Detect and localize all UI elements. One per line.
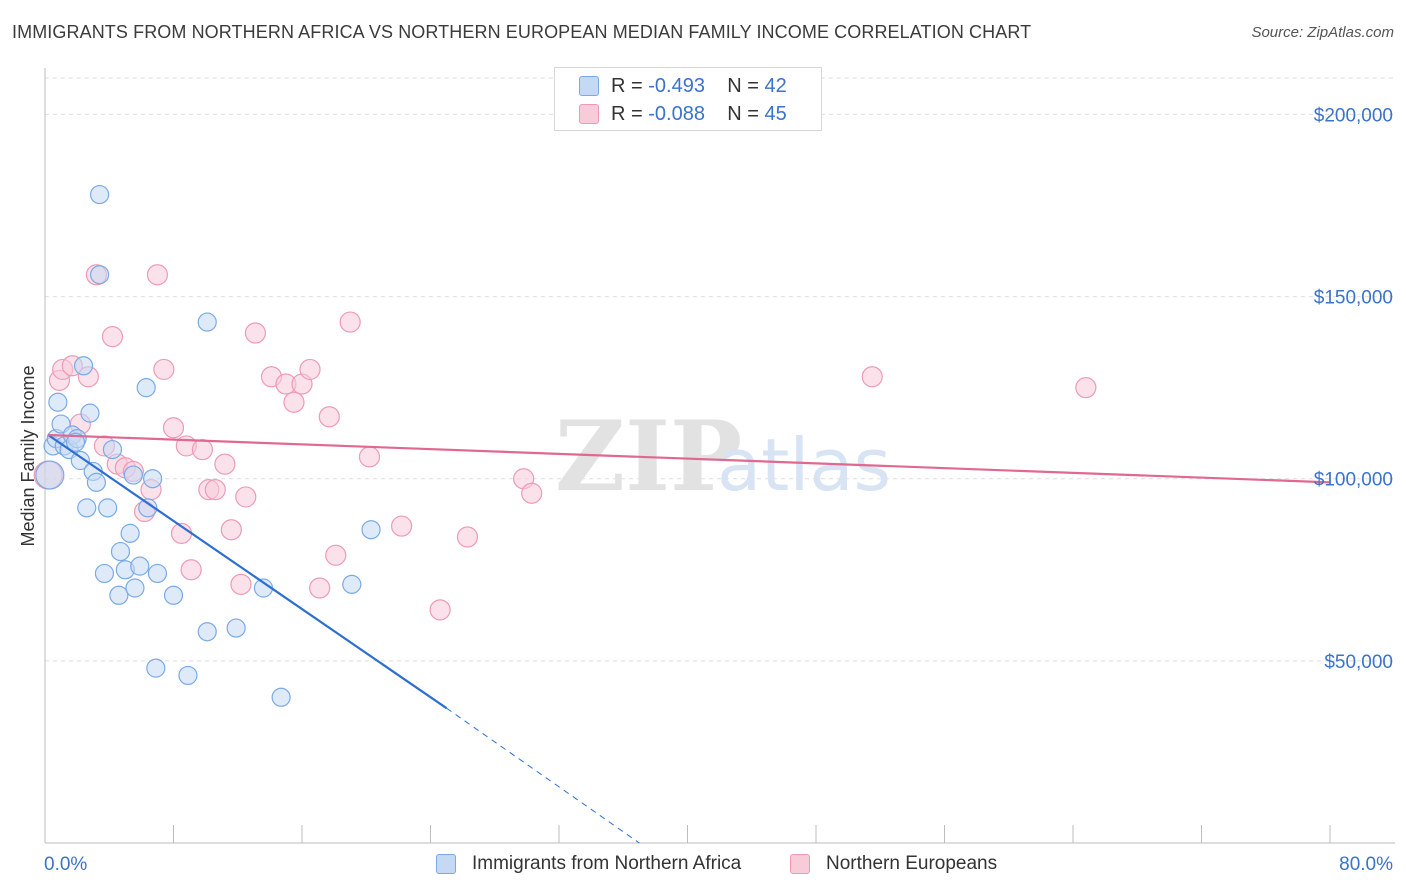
point-northern-africa [271,687,291,707]
swatch-northern-europeans [579,104,599,124]
r-value: -0.088 [648,102,705,125]
point-northern-europeans [456,526,479,548]
point-northern-africa [136,378,156,398]
point-northern-europeans [230,573,252,595]
x-tick-label: 0.0% [44,854,87,875]
point-northern-africa [70,450,90,471]
legend-item-northern-africa[interactable]: Immigrants from Northern Africa [436,852,741,876]
y-tick-label: $100,000 [1314,470,1393,491]
point-northern-europeans [180,559,202,581]
point-northern-africa [90,265,110,285]
point-northern-africa [102,439,123,460]
point-northern-africa [73,356,94,376]
point-northern-europeans [521,482,543,504]
point-northern-europeans [358,446,381,468]
point-northern-africa [226,618,246,638]
point-northern-africa [94,563,115,584]
point-northern-africa [110,541,131,562]
point-northern-africa [146,658,166,678]
axes [44,68,1395,844]
point-northern-europeans [299,358,321,381]
point-northern-africa [65,432,86,452]
source-label: Source: ZipAtlas.com [1251,24,1394,41]
chart-title: IMMIGRANTS FROM NORTHERN AFRICA VS NORTH… [12,22,1032,42]
point-northern-europeans [214,453,236,475]
x-tick-label: 80.0% [1339,854,1393,875]
point-northern-africa [109,585,129,605]
r-label: R = [611,102,649,125]
point-northern-europeans [244,322,267,344]
point-northern-africa [90,184,110,205]
trend-lines [47,433,1331,844]
n-label: N = [727,74,765,97]
tick-labels: $50,000 $100,000 $150,000 $200,000 0.0% 80.0% [44,105,1393,875]
point-northern-europeans [235,486,257,508]
point-northern-europeans [162,417,185,439]
point-northern-europeans [309,577,331,599]
point-northern-africa [120,523,140,543]
legend-swatch-northern-africa [436,854,456,874]
point-northern-europeans [220,519,242,541]
gridlines [45,77,1395,662]
point-northern-europeans [204,479,226,501]
n-value: 42 [764,74,787,97]
legend-item-northern-europeans[interactable]: Northern Europeans [790,852,997,876]
trend-northern-africa-extension [446,707,640,844]
point-northern-europeans [1075,377,1097,399]
point-northern-africa [130,556,150,576]
trend-northern-europeans [48,433,1331,484]
point-northern-africa [80,403,100,423]
point-northern-africa [77,498,97,518]
legend-label-northern-africa: Immigrants from Northern Africa [472,853,742,874]
point-northern-africa [342,574,362,594]
y-tick-label: $200,000 [1314,105,1393,126]
r-value: -0.493 [648,74,705,97]
point-northern-europeans [153,358,175,381]
point-northern-africa [147,563,168,584]
point-northern-europeans [101,326,124,348]
r-label: R = [611,74,649,97]
point-northern-europeans [325,544,347,566]
point-northern-europeans [318,406,340,428]
legend-swatch-northern-europeans [790,854,810,874]
y-axis-label: Median Family Income [18,365,38,546]
y-tick-label: $150,000 [1314,288,1393,309]
point-northern-africa [86,472,107,492]
legend-label-northern-europeans: Northern Europeans [826,853,998,874]
point-northern-africa [197,622,217,642]
point-northern-africa [163,585,184,605]
point-northern-africa [138,498,158,518]
stats-legend: R = -0.493 N = 42 R = -0.088 N = 45 [554,67,822,131]
point-northern-europeans [390,515,413,537]
point-northern-africa [143,469,163,489]
n-value: 45 [764,102,787,125]
point-northern-africa [98,498,118,518]
point-northern-europeans [191,438,214,461]
n-label: N = [727,102,765,125]
point-northern-africa [197,312,217,332]
point-northern-europeans [339,311,361,333]
point-northern-africa [125,578,145,598]
point-northern-europeans [146,264,169,286]
point-northern-europeans [861,366,883,388]
point-northern-africa [48,392,68,412]
point-northern-africa [361,520,381,540]
point-northern-europeans [283,391,305,413]
y-tick-label: $50,000 [1324,652,1393,673]
point-northern-africa [123,465,143,485]
trend-northern-africa [47,434,448,710]
swatch-northern-africa [579,76,599,96]
point-northern-africa [178,665,198,686]
point-northern-africa [35,460,65,490]
point-northern-europeans [429,599,451,621]
